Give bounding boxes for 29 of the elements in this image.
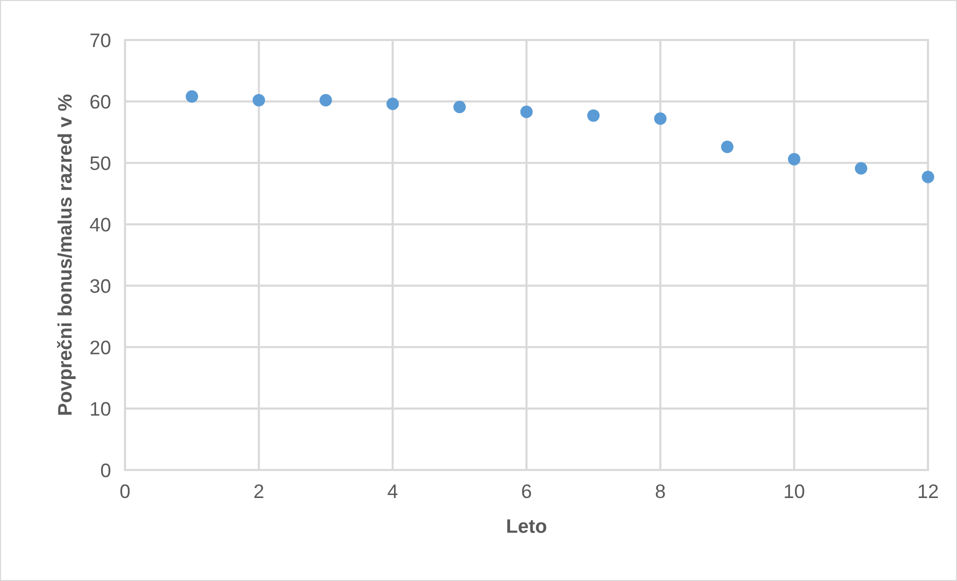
y-tick-label: 0 [101,463,110,478]
x-tick-label: 10 [784,484,804,498]
point [520,106,533,118]
y-tick-label: 50 [90,156,110,170]
point [922,170,934,184]
point [654,112,667,125]
x-tick-label: 12 [918,484,938,498]
x-tick-label: 2 [254,484,264,498]
point [186,90,198,103]
x-tick-label: 4 [388,484,398,498]
y-tick-label: 30 [90,279,110,293]
point [587,109,600,122]
point [854,162,868,175]
point [453,100,466,114]
point [788,152,800,166]
y-axis-title: Povprečni bonus/malus razred v % [57,94,76,415]
y-tick-label: 60 [90,94,110,109]
y-tick-label: 10 [90,402,110,416]
point [252,94,266,106]
point [721,140,734,154]
x-tick-label: 0 [120,484,130,498]
y-tick-label: 40 [90,218,110,232]
x-axis-title: Leto [507,519,546,533]
y-tick-label: 70 [90,33,110,48]
point [320,94,332,106]
y-tick-label: 20 [90,340,110,354]
point [386,98,399,110]
x-tick-label: 8 [656,484,665,498]
x-tick-label: 6 [522,484,532,498]
